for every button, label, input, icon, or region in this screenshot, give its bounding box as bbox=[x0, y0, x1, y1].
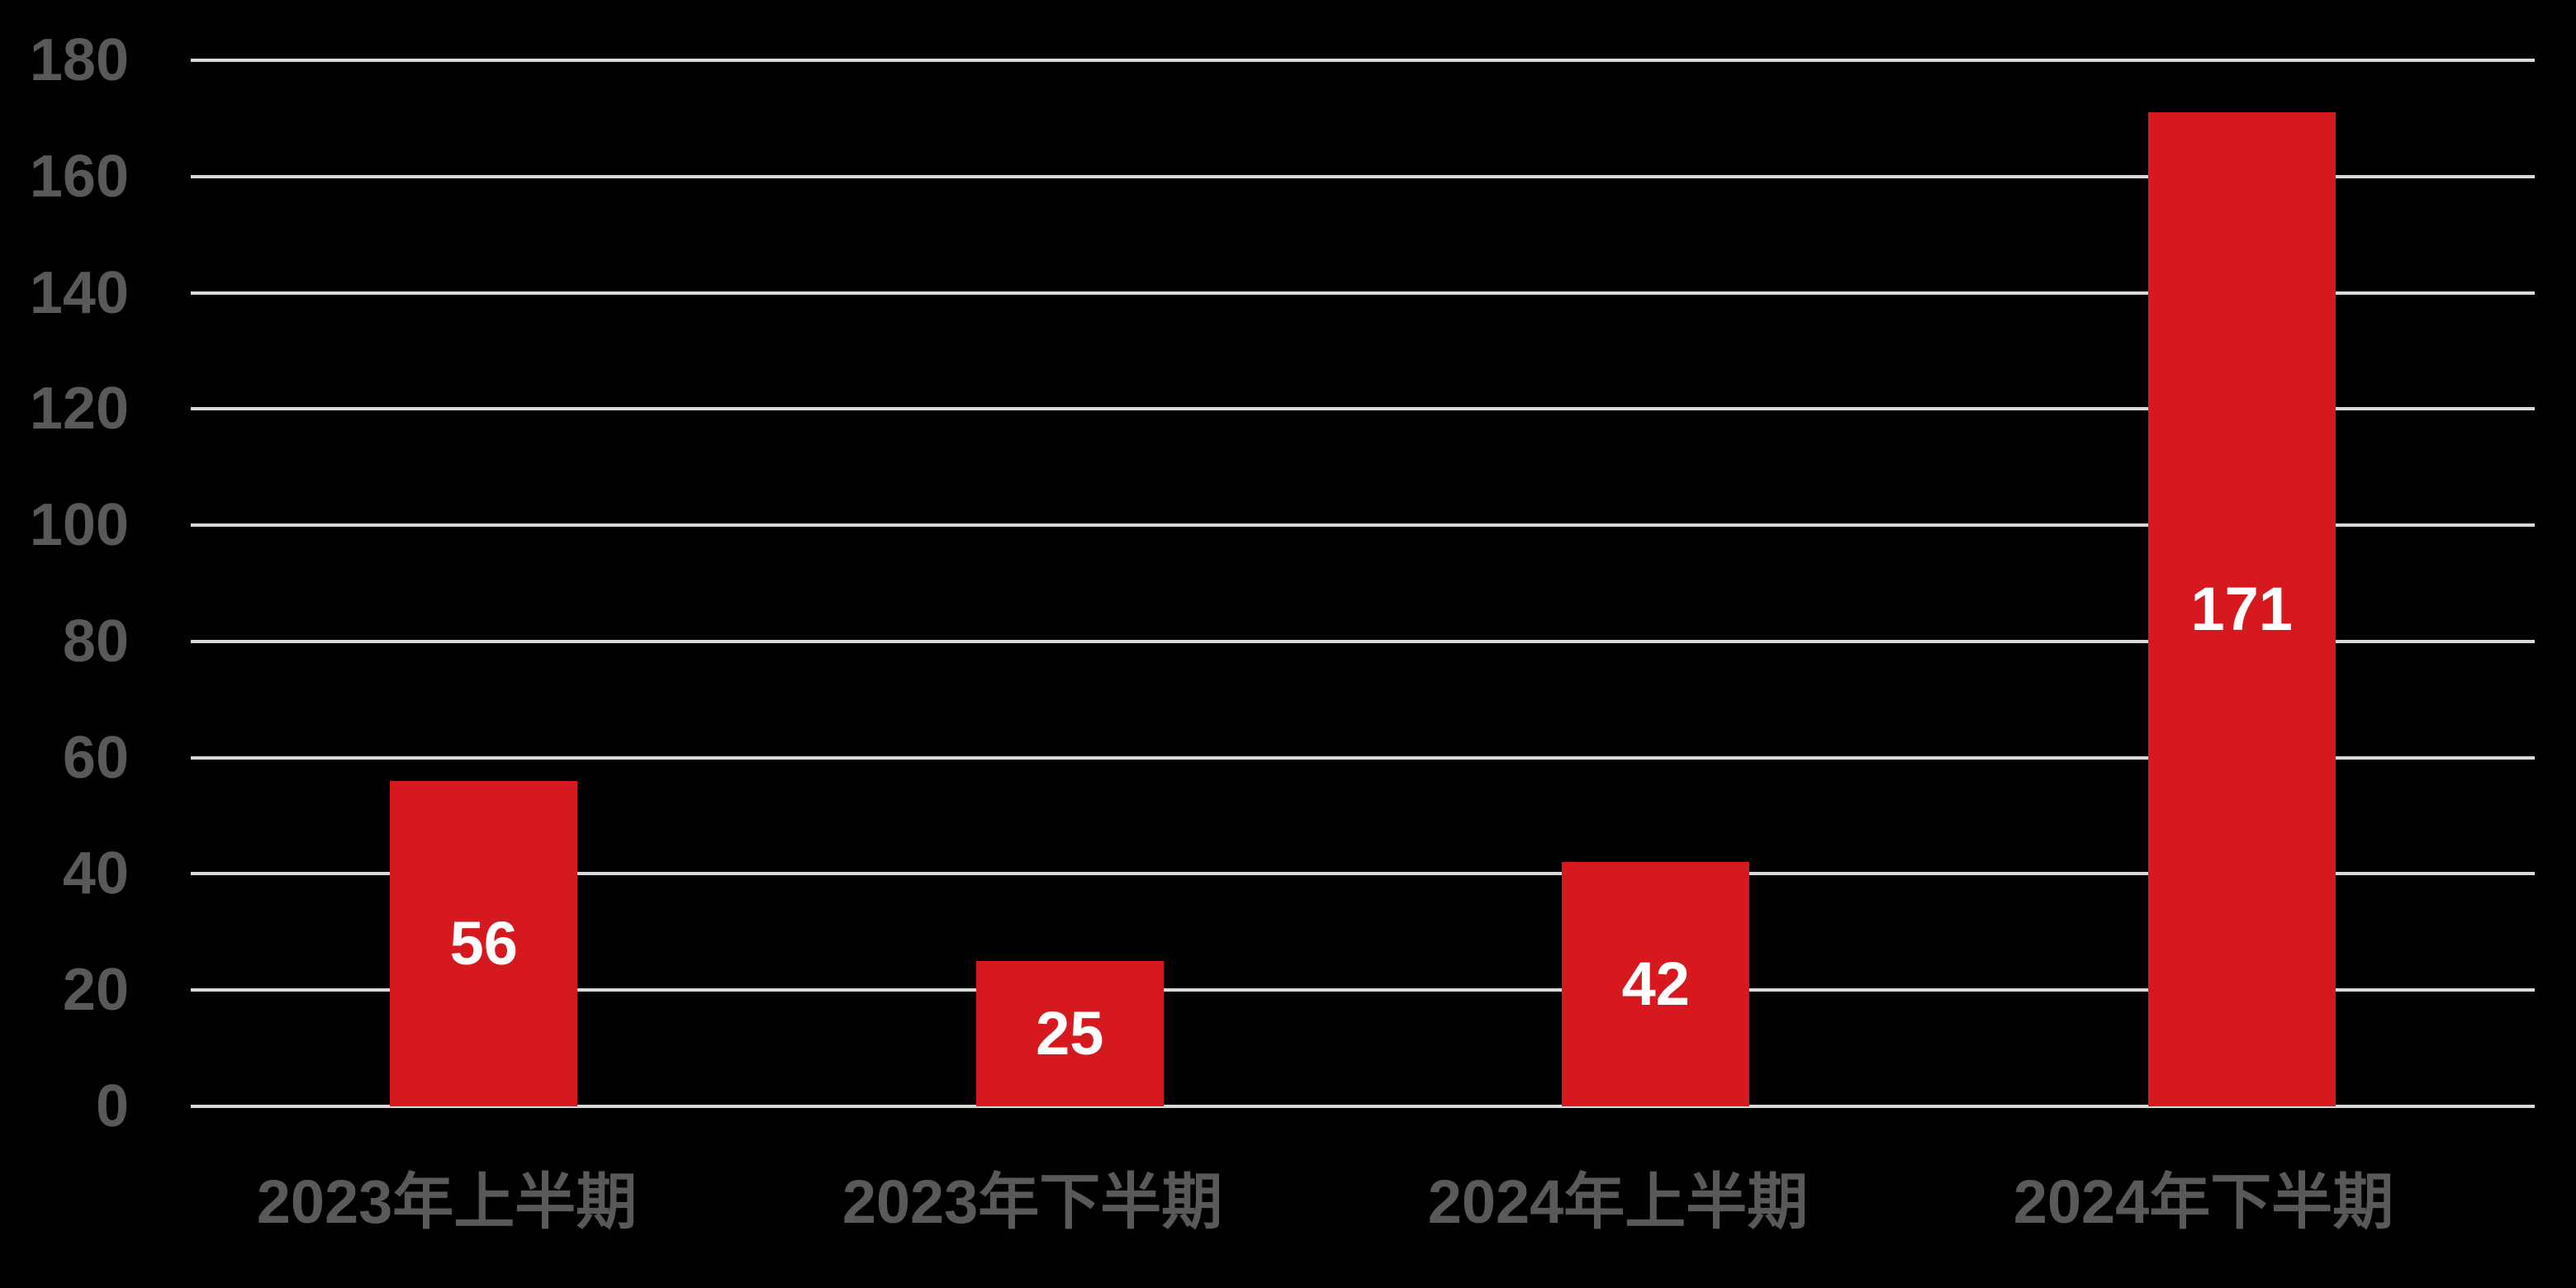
gridline bbox=[191, 59, 2535, 62]
bar-value-label: 171 bbox=[2190, 575, 2293, 644]
y-axis-tick-label: 80 bbox=[62, 608, 129, 675]
y-axis-tick-label: 100 bbox=[29, 492, 129, 559]
gridline bbox=[191, 988, 2535, 992]
y-axis-tick-label: 20 bbox=[62, 957, 129, 1024]
bar-value-label: 42 bbox=[1621, 949, 1690, 1019]
bar-value-label: 25 bbox=[1036, 999, 1104, 1068]
bar: 171 bbox=[2147, 112, 2336, 1106]
y-axis-tick-label: 180 bbox=[29, 27, 129, 93]
y-axis-tick-label: 60 bbox=[62, 724, 129, 791]
x-axis-category-label: 2024年下半期 bbox=[2013, 1167, 2394, 1236]
y-axis-tick-label: 0 bbox=[95, 1073, 129, 1139]
gridline bbox=[191, 291, 2535, 295]
bar: 25 bbox=[975, 961, 1164, 1106]
bar: 42 bbox=[1562, 862, 1750, 1106]
gridline bbox=[191, 1105, 2535, 1108]
y-axis-tick-label: 120 bbox=[29, 376, 129, 443]
x-axis-category-label: 2023年下半期 bbox=[842, 1167, 1223, 1236]
y-axis-tick-label: 140 bbox=[29, 259, 129, 326]
gridline bbox=[191, 523, 2535, 528]
bar-value-label: 56 bbox=[449, 908, 518, 978]
gridline bbox=[191, 872, 2535, 876]
x-axis-category-label: 2023年上半期 bbox=[256, 1167, 638, 1236]
y-axis-tick-label: 40 bbox=[62, 841, 129, 907]
gridline bbox=[191, 755, 2535, 760]
x-axis-category-label: 2024年上半期 bbox=[1427, 1167, 1809, 1236]
y-axis-tick-label: 160 bbox=[29, 143, 129, 210]
gridline bbox=[191, 407, 2535, 411]
bar: 56 bbox=[390, 780, 578, 1106]
gridline bbox=[191, 639, 2535, 643]
gridline bbox=[191, 174, 2535, 178]
